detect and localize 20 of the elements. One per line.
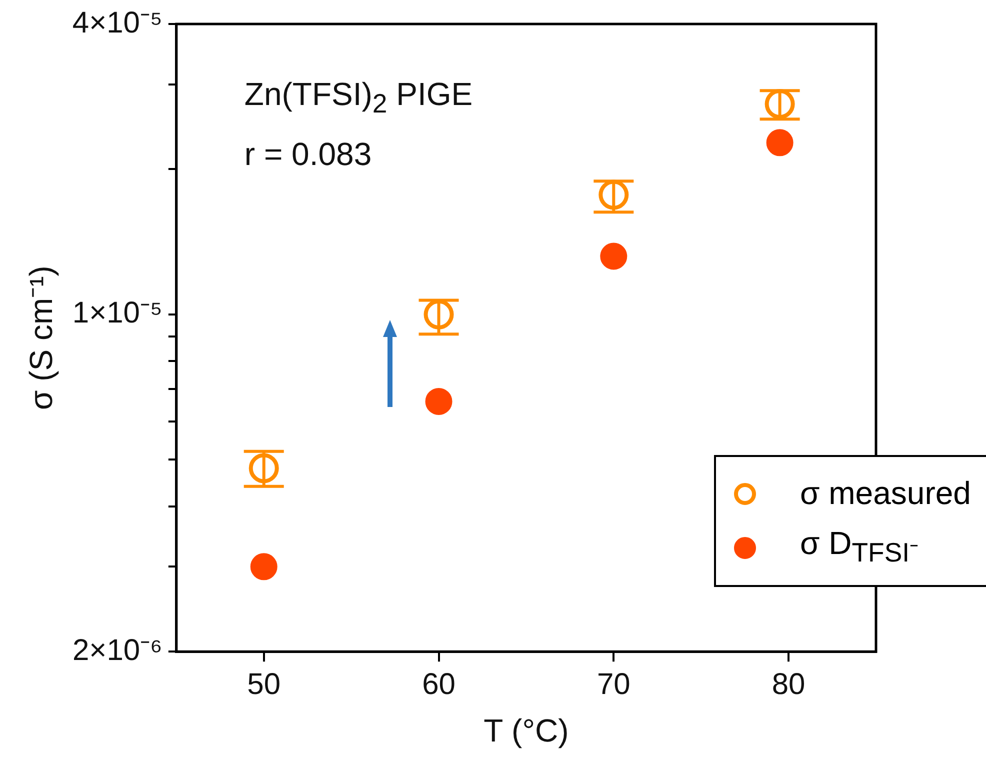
point (600, 242, 628, 270)
x-tick-label: 50 (247, 668, 281, 701)
point (598, 180, 629, 210)
point (764, 89, 795, 120)
point (248, 453, 279, 484)
x-tick-label: 60 (422, 668, 456, 701)
y-tick-label: 4×10⁻⁵ (72, 6, 162, 40)
legend-label: σ D$_{TFSI⁻}$ (800, 525, 919, 570)
point (425, 388, 452, 415)
legend-label: σ measured (800, 475, 971, 512)
annotation: Zn(TFSI)$_{2}$ PIGE (244, 76, 473, 120)
y-axis-title: σ (S cm⁻¹) (23, 266, 60, 410)
x-tick-label: 70 (596, 668, 630, 701)
point (766, 129, 794, 156)
point (250, 553, 278, 580)
x-tick-label: 80 (772, 668, 806, 701)
annotation: r = 0.083 (244, 136, 372, 173)
y-tick-label: 2×10⁻⁶ (72, 634, 162, 667)
y-tick-label: 1×10⁻⁵ (72, 296, 162, 330)
x-axis-title: T (°C) (484, 712, 569, 749)
